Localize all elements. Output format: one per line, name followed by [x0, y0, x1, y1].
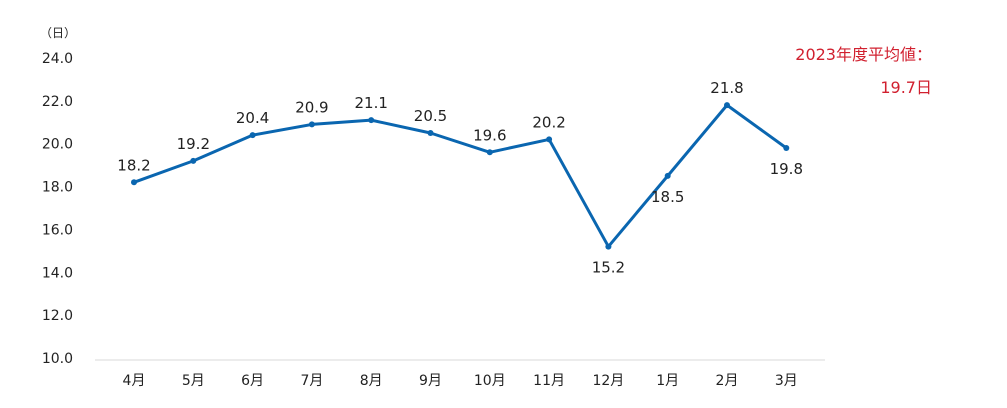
- average-annotation-line1: 2023年度平均値：: [795, 45, 932, 64]
- x-tick-label: 3月: [775, 373, 798, 389]
- data-label: 15.2: [592, 259, 625, 277]
- data-label: 19.8: [770, 160, 803, 178]
- x-tick-label: 8月: [360, 373, 383, 389]
- y-tick-label: 10.0: [42, 351, 73, 367]
- data-label: 21.1: [354, 94, 387, 112]
- x-tick-labels: 4月 5月 6月 7月 8月 9月 10月 11月 12月 1月 2月 3月: [123, 373, 798, 389]
- data-point: [664, 172, 671, 179]
- x-tick-label: 5月: [182, 373, 205, 389]
- data-points: [131, 102, 790, 250]
- y-tick-label: 20.0: [42, 137, 73, 153]
- x-tick-label: 7月: [300, 373, 323, 389]
- y-tick-labels: 10.0 12.0 14.0 16.0 18.0 20.0 22.0 24.0: [42, 51, 73, 367]
- data-label: 19.2: [177, 135, 210, 153]
- data-label: 18.2: [117, 156, 150, 174]
- data-point: [368, 117, 375, 124]
- x-tick-label: 1月: [656, 373, 679, 389]
- data-label: 20.9: [295, 98, 328, 116]
- y-tick-label: 14.0: [42, 265, 73, 281]
- data-label: 20.5: [414, 107, 447, 125]
- data-point: [131, 179, 137, 186]
- data-point: [190, 157, 197, 164]
- x-tick-label: 12月: [592, 373, 624, 389]
- y-tick-label: 12.0: [42, 308, 73, 324]
- y-tick-label: 24.0: [42, 51, 73, 67]
- x-tick-label: 9月: [419, 373, 442, 389]
- y-tick-label: 22.0: [42, 94, 73, 110]
- data-point: [605, 243, 612, 250]
- y-tick-label: 16.0: [42, 222, 73, 238]
- series-line: [132, 103, 788, 249]
- data-point: [249, 132, 256, 139]
- data-label: 20.4: [236, 109, 269, 127]
- data-label: 19.6: [473, 126, 506, 144]
- x-tick-label: 11月: [533, 373, 565, 389]
- data-point: [427, 130, 434, 136]
- average-annotation-line2: 19.7日: [880, 78, 932, 97]
- x-tick-label: 6月: [241, 373, 264, 389]
- x-tick-label: 4月: [123, 373, 146, 389]
- data-label: 18.5: [651, 188, 684, 206]
- data-point: [308, 121, 315, 128]
- x-tick-label: 10月: [474, 373, 506, 389]
- x-tick-label: 2月: [716, 373, 739, 389]
- data-point: [486, 149, 493, 156]
- data-labels: 18.2 19.2 20.4 20.9 21.1 20.5 19.6 20.2 15.2 18.5…: [117, 79, 803, 276]
- data-point: [724, 102, 730, 109]
- y-tick-label: 18.0: [42, 180, 73, 196]
- data-point: [546, 136, 553, 143]
- data-label: 20.2: [532, 113, 565, 131]
- data-label: 21.8: [710, 79, 743, 97]
- data-point: [783, 145, 790, 151]
- y-axis-unit-label: （日）: [40, 26, 76, 40]
